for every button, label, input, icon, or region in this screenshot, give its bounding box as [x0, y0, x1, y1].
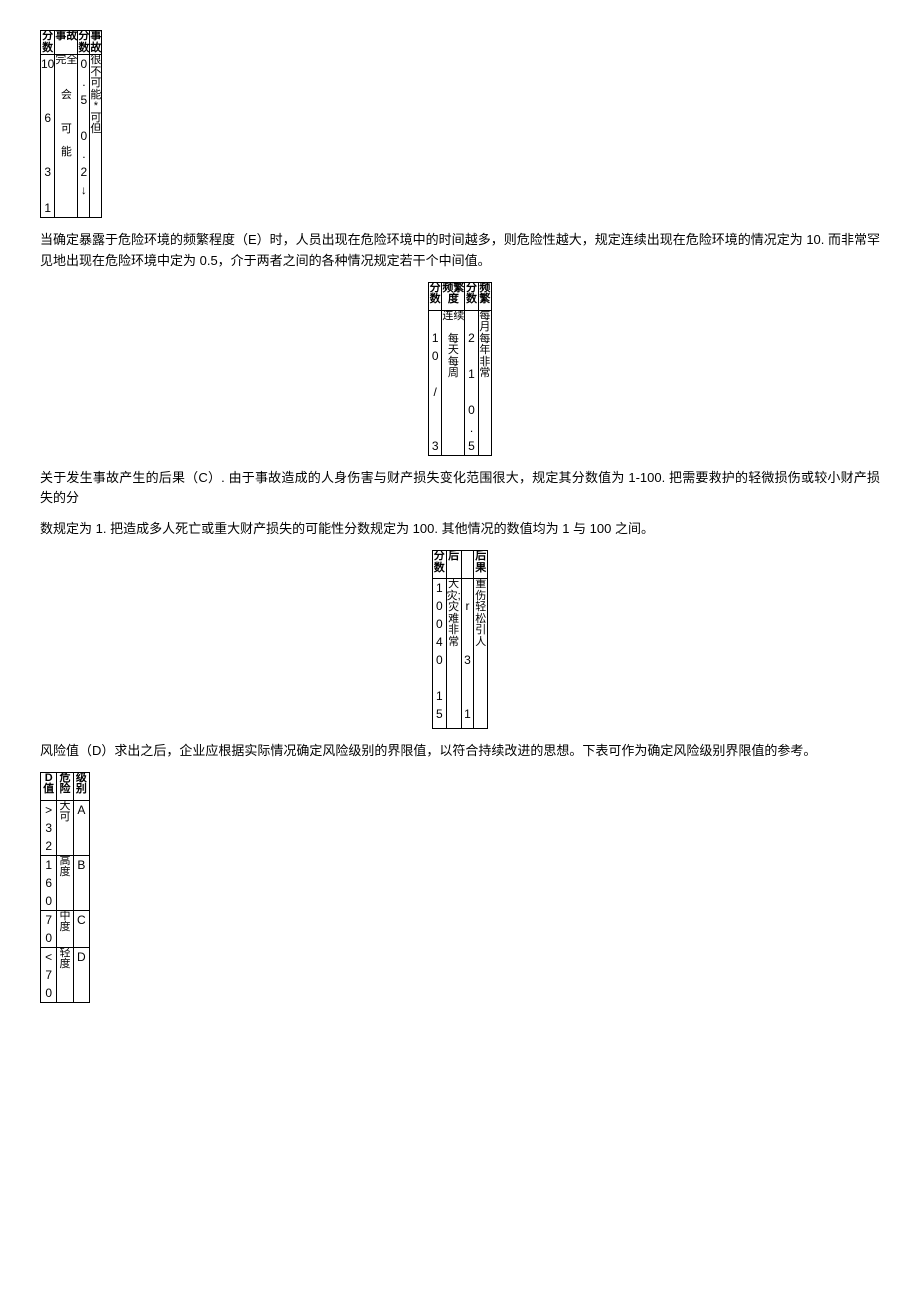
- t3-h4: 后果: [474, 551, 488, 579]
- table3-wrap: 分数 后 后果 1 0 0 4 0 1 5 大灾;灾难非常 r 3 1 重伤轻松…: [40, 550, 880, 729]
- t2-col1: 1 0 / 3: [429, 310, 442, 455]
- t2-h4: 频繁: [478, 282, 491, 310]
- table4: D值 危险 级别 > 3 2 大可 A 1 6 0 高度 B 7 0 中度 C: [40, 772, 90, 1003]
- t1-h1: 分数: [41, 31, 55, 55]
- t1-col1: 10 6 3 1: [41, 55, 55, 218]
- t3-col4: 重伤轻松引人: [474, 579, 488, 729]
- t4-row-2: 7 0 中度 C: [41, 910, 90, 947]
- table2-wrap: 分数 频繁度 分数 频繁 1 0 / 3 连续 每 天 每 周 2 1 0 . …: [40, 282, 880, 456]
- t2-h3: 分数: [465, 282, 478, 310]
- t4-h2: 危险: [57, 772, 73, 800]
- t4-row-0: > 3 2 大可 A: [41, 800, 90, 855]
- t1-h4: 事故: [90, 31, 102, 55]
- t3-h2: 后: [446, 551, 461, 579]
- paragraph-c-a: 关于发生事故产生的后果（C）. 由于事故造成的人身伤害与财产损失变化范围很大，规…: [40, 468, 880, 510]
- t1-col4: 很不可能*可但: [90, 55, 102, 218]
- t2-col3: 2 1 0 . 5: [465, 310, 478, 455]
- t3-col1: 1 0 0 4 0 1 5: [433, 579, 447, 729]
- t1-col3: 0 . 5 0 . 2 ↓: [78, 55, 90, 218]
- t3-h1: 分数: [433, 551, 447, 579]
- paragraph-c-b: 数规定为 1. 把造成多人死亡或重大财产损失的可能性分数规定为 100. 其他情…: [40, 519, 880, 540]
- t1-h3: 分数: [78, 31, 90, 55]
- t4-row-1: 1 6 0 高度 B: [41, 855, 90, 910]
- table1: 分数 事故 分数 事故 10 6 3 1 完全 会 可 能 0 . 5 0 . …: [40, 30, 102, 218]
- paragraph-d: 风险值（D）求出之后，企业应根据实际情况确定风险级别的界限值，以符合持续改进的思…: [40, 741, 880, 762]
- table4-wrap: D值 危险 级别 > 3 2 大可 A 1 6 0 高度 B 7 0 中度 C: [40, 772, 880, 1003]
- t3-col3: r 3 1: [461, 579, 474, 729]
- table1-wrap: 分数 事故 分数 事故 10 6 3 1 完全 会 可 能 0 . 5 0 . …: [40, 30, 880, 218]
- t2-col2: 连续 每 天 每 周: [442, 310, 465, 455]
- t2-h2: 频繁度: [442, 282, 465, 310]
- t1-h2: 事故: [55, 31, 78, 55]
- t4-h1: D值: [41, 772, 57, 800]
- table2: 分数 频繁度 分数 频繁 1 0 / 3 连续 每 天 每 周 2 1 0 . …: [428, 282, 492, 456]
- t3-col2: 大灾;灾难非常: [446, 579, 461, 729]
- t2-col4: 每月每年非常: [478, 310, 491, 455]
- t3-h3: [461, 551, 474, 579]
- t4-row-3: < 7 0 轻度 D: [41, 947, 90, 1002]
- table3: 分数 后 后果 1 0 0 4 0 1 5 大灾;灾难非常 r 3 1 重伤轻松…: [432, 550, 488, 729]
- t4-h3: 级别: [73, 772, 89, 800]
- paragraph-e: 当确定暴露于危险环境的频繁程度（E）时，人员出现在危险环境中的时间越多，则危险性…: [40, 230, 880, 272]
- t1-col2: 完全 会 可 能: [55, 55, 78, 218]
- t2-h1: 分数: [429, 282, 442, 310]
